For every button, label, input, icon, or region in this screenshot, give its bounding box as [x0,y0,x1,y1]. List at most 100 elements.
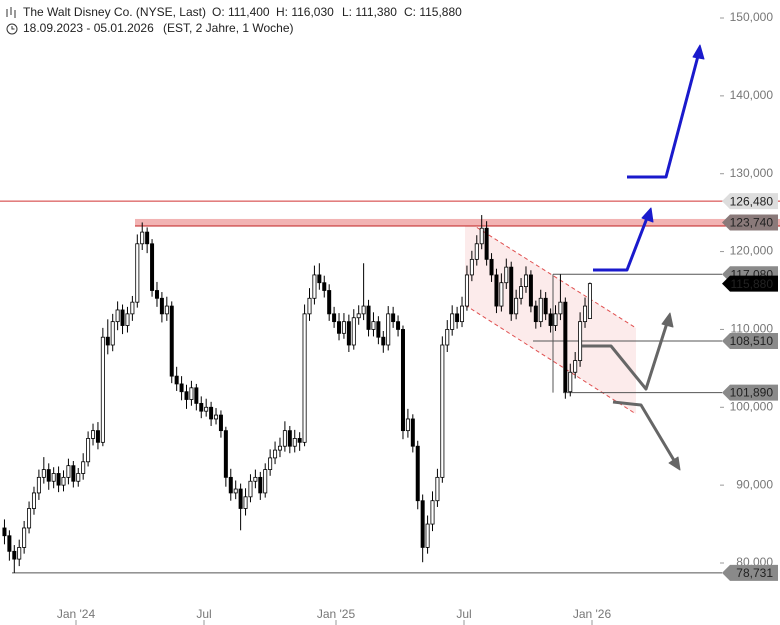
price-tag-label: 123,740 [730,216,774,230]
chart-icon [6,7,16,18]
price-tag-label: 115,880 [731,277,774,291]
x-tick-label: Jul [196,607,211,621]
candle-body [479,227,484,245]
candle-body [287,430,292,447]
candle-body [553,313,558,326]
candle-body [317,274,322,284]
candle-body [302,313,307,443]
candle-body [396,321,401,330]
candle-body [81,461,86,474]
candle-body [263,469,268,494]
y-tick-label: 110,000 [731,322,774,336]
candle-body [430,500,435,525]
candle-body [209,406,214,420]
price-tag [722,564,778,581]
candle-body [36,476,41,494]
candle-body [450,313,455,330]
candle-body [519,286,524,299]
candle-body [238,488,243,509]
y-tick-label: 150,000 [730,10,774,24]
candle-body [86,438,91,463]
price-tag [722,384,778,401]
y-tick-label: 100,000 [730,399,774,413]
clock-hands [11,26,15,30]
candle-body [95,430,100,443]
resistance-zone [135,218,780,226]
candle-body [583,305,588,323]
candle-body [548,313,553,326]
candle-body [538,297,543,323]
candle-body [110,321,115,346]
candle-body [386,313,391,346]
candle-body [169,305,174,377]
ohlc-close: C: 115,880 [404,5,462,19]
candle-body [120,309,125,326]
channel-upper [464,219,637,329]
candle-body [489,258,494,276]
candle-body [578,321,583,361]
candle-body [499,282,504,307]
candle-body [445,329,450,346]
candle-body [533,305,538,323]
y-tick-label: 130,000 [730,166,774,180]
candle-body [410,418,415,447]
candle-body [563,301,568,393]
period: 18.09.2023 - 05.01.2026 [23,21,154,35]
ohlc-low: L: 111,380 [342,5,397,19]
candle-body [528,274,533,307]
arrow-blue-small [593,217,649,272]
candle-body [346,321,351,346]
candle-body [573,360,578,373]
price-tag-label: 126,480 [730,194,774,208]
candle-body [464,274,469,307]
channel-lower [464,304,637,415]
candle-body [494,274,499,307]
candle-body [435,476,440,502]
candle-body [223,430,228,478]
candle-body [523,274,528,288]
candle-body [253,476,258,482]
candle-body [268,457,273,470]
candle-body [460,305,465,323]
candle-body [351,317,356,346]
arrow-gray-down [612,400,677,463]
arrowhead [692,44,705,60]
candle-body [105,336,110,346]
candle-body [218,414,223,432]
candle-body [337,321,342,334]
candle-body [228,476,233,494]
x-tick-label: Jan '25 [317,607,356,621]
arrowhead [661,312,674,328]
arrowhead [641,207,654,223]
ohlc-high: H: 116,030 [276,5,334,19]
candle-body [248,480,253,498]
candle-body [159,297,164,315]
candle-body [484,227,489,260]
candle-body [56,473,61,486]
candle-body [277,445,282,451]
candle-body [76,473,81,482]
candle-body [587,283,592,319]
candle-body [243,496,248,509]
candle-body [543,297,548,315]
candle-body [91,430,96,439]
candle-body [455,313,460,323]
arrowhead [668,456,681,471]
candle-body [415,445,420,502]
candle-body [164,305,169,315]
candle-body [41,469,46,478]
candle-body [17,547,22,560]
candle-body [184,391,189,400]
y-tick-label: 140,000 [730,88,774,102]
candle-body [371,321,376,330]
candle-body [130,301,135,315]
x-tick-label: Jan '24 [57,607,96,621]
candle-body [27,508,32,529]
candle-body [322,282,327,291]
candle-body [140,231,145,245]
candle-body [31,492,36,509]
candle-body [297,438,302,443]
candle-body [115,309,120,323]
price-tag [722,275,778,292]
